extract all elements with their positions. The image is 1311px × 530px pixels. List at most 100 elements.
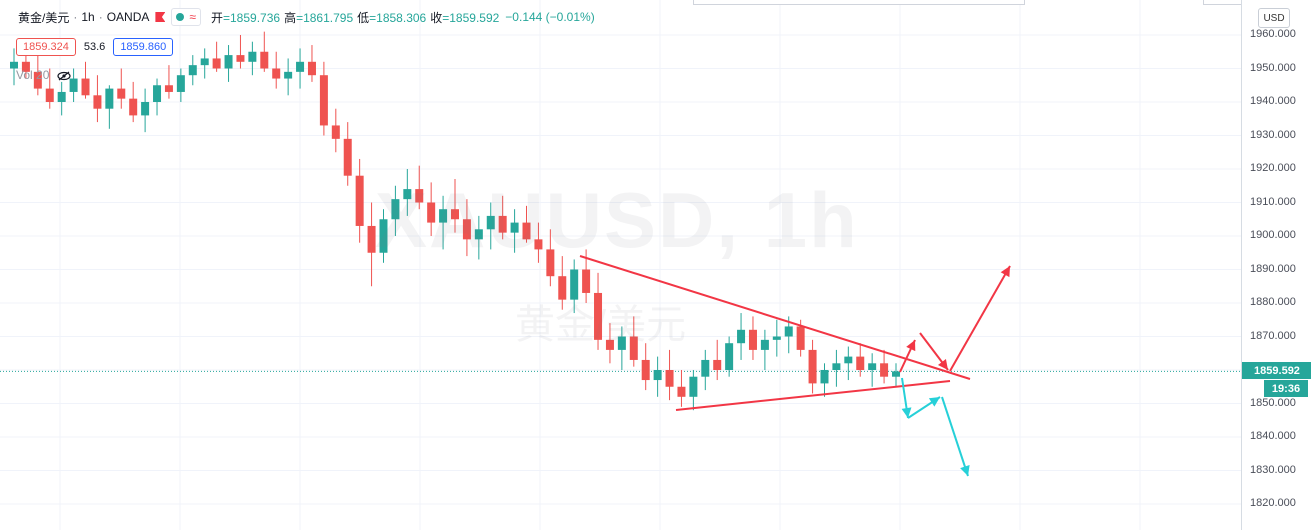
ohlc-low: 低=1858.306: [357, 10, 427, 25]
candle: [188, 55, 197, 86]
market-status-pill[interactable]: ≈: [171, 8, 201, 26]
bullish-arrow-head: [906, 340, 916, 352]
candle-body: [784, 326, 793, 337]
bullish-arrow-head: [937, 359, 948, 370]
candle: [474, 215, 483, 260]
candle-body: [93, 95, 102, 109]
candle: [844, 346, 853, 381]
exchange-label: OANDA: [106, 10, 150, 24]
price-tick-label: 1890.000: [1250, 262, 1296, 275]
candle: [93, 75, 102, 123]
candle: [451, 179, 459, 233]
candle-body: [284, 71, 293, 79]
candle-body: [451, 209, 459, 220]
price-change: −0.144 (−0.01%): [505, 10, 595, 24]
eye-hidden-icon[interactable]: [57, 70, 71, 81]
candle-body: [546, 249, 555, 277]
candle: [331, 108, 340, 153]
candle: [808, 339, 817, 394]
candle: [617, 326, 626, 370]
price-axis[interactable]: USD 1960.000 1950.000 1940.000 1930.000 1920…: [1241, 0, 1311, 530]
candle-body: [594, 292, 603, 340]
candle-body: [21, 61, 30, 72]
price-tick-label: 1900.000: [1250, 229, 1296, 241]
candle: [153, 78, 162, 116]
candle: [307, 45, 316, 82]
candle-body: [665, 370, 674, 387]
candle-body: [188, 65, 197, 76]
candle-body: [236, 55, 245, 62]
candle-body: [81, 78, 90, 96]
volume-indicator[interactable]: Vol 20: [16, 68, 71, 82]
candle-body: [212, 58, 221, 69]
price-tick-label: 1910.000: [1250, 195, 1296, 208]
candle: [284, 58, 293, 96]
candle-body: [343, 138, 352, 176]
volume-label: Vol 20: [16, 68, 50, 82]
candle-body: [379, 219, 388, 253]
toolbar-fragment: [693, 0, 1025, 5]
candle-body: [296, 61, 305, 72]
candle-body: [69, 78, 78, 92]
candle-body: [415, 189, 424, 203]
price-tick-label: 1930.000: [1250, 128, 1296, 141]
candlestick-chart[interactable]: [0, 0, 1241, 530]
chart-pane[interactable]: XAUUSD, 1h 黄金/美元 黄金/美元 · 1h · OANDA ≈ 开=…: [0, 0, 1241, 530]
candle-body: [427, 202, 436, 223]
price-tick-label: 1850.000: [1250, 396, 1296, 409]
candle: [355, 158, 364, 243]
currency-button[interactable]: USD: [1258, 8, 1290, 28]
candle: [570, 259, 579, 314]
interval-label[interactable]: 1h: [81, 10, 95, 24]
candle-body: [164, 85, 173, 92]
candle: [605, 323, 614, 364]
buy-price-button[interactable]: 1859.860: [113, 38, 174, 56]
candle-body: [617, 336, 626, 350]
candle: [319, 61, 328, 136]
candle-body: [641, 359, 650, 381]
price-tick-label: 1870.000: [1250, 329, 1296, 342]
candle-body: [462, 219, 471, 240]
sell-price-button[interactable]: 1859.324: [16, 38, 76, 56]
candle: [641, 343, 650, 391]
candle-body: [570, 269, 579, 300]
candle: [725, 336, 734, 377]
candle-body: [176, 75, 185, 92]
bid-ask-row: 1859.324 53.6 1859.860: [16, 38, 174, 56]
candle-body: [605, 339, 614, 350]
symbol-name[interactable]: 黄金/美元: [18, 10, 70, 25]
candle: [522, 205, 531, 243]
candle: [176, 68, 185, 102]
candle-body: [760, 339, 769, 350]
candle: [379, 209, 388, 263]
candle-body: [355, 175, 364, 226]
candle: [772, 319, 781, 357]
current-price-tag: 1859.592: [1242, 362, 1311, 380]
candle-body: [820, 370, 829, 384]
ohlc-open: 开=1859.736: [210, 10, 281, 25]
candle: [367, 202, 376, 287]
candle-body: [367, 225, 376, 253]
candle: [868, 353, 877, 387]
candle-body: [892, 371, 900, 377]
price-tick-label: 1820.000: [1250, 497, 1296, 509]
candle: [117, 68, 126, 109]
flag-icon[interactable]: [155, 12, 166, 22]
candle-body: [391, 199, 400, 220]
candle: [665, 349, 674, 401]
candle: [462, 199, 471, 257]
candle-body: [725, 343, 734, 370]
candle-body: [57, 91, 66, 102]
separator-dot: ·: [98, 10, 103, 24]
bearish-arrow-head: [901, 407, 912, 418]
candle: [10, 48, 18, 86]
lower-trendline: [675, 380, 951, 411]
candle-body: [117, 88, 126, 99]
candle-body: [796, 326, 805, 350]
candle: [689, 370, 698, 411]
candle-body: [880, 363, 889, 377]
candle-body: [307, 61, 316, 76]
candle-body: [808, 349, 817, 384]
candle-body: [319, 75, 328, 126]
candle: [45, 68, 54, 109]
